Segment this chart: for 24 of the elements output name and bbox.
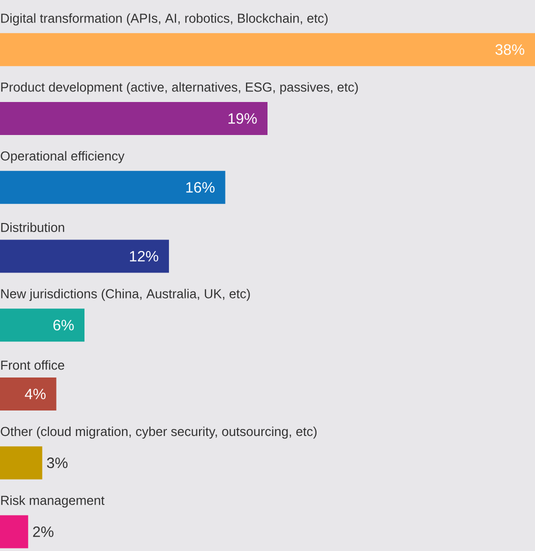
y-tick-label: Distribution <box>1 222 64 232</box>
bar <box>0 102 268 135</box>
bar <box>0 308 84 342</box>
y-tick-label: Front office <box>1 360 64 370</box>
data-label: 12% <box>130 250 158 262</box>
bar <box>0 446 42 480</box>
y-tick-label: Other (cloud migration, cyber security, outsourcing, etc) <box>0 426 317 439</box>
y-tick-label: Operational efficiency <box>0 151 124 164</box>
bar <box>0 377 56 410</box>
data-label: 2% <box>33 526 54 537</box>
y-tick-label: Product development (active, alternatives, ESG, passives, etc) <box>1 82 358 94</box>
bar <box>0 170 226 204</box>
data-label: 6% <box>53 320 74 330</box>
bar <box>0 240 169 273</box>
data-label: 3% <box>47 458 68 468</box>
data-label: 16% <box>186 182 215 193</box>
y-tick-label: Digital transformation (APIs, AI, robotics, Blockchain, etc) <box>1 13 328 26</box>
data-label: 38% <box>495 44 524 55</box>
y-tick-label: Risk management <box>1 495 104 508</box>
data-label: 4% <box>24 388 46 400</box>
data-label: 19% <box>228 113 257 124</box>
bar <box>0 515 28 548</box>
y-tick-label: New jurisdictions (China, Australia, UK, etc) <box>1 288 250 301</box>
bar <box>0 33 535 66</box>
